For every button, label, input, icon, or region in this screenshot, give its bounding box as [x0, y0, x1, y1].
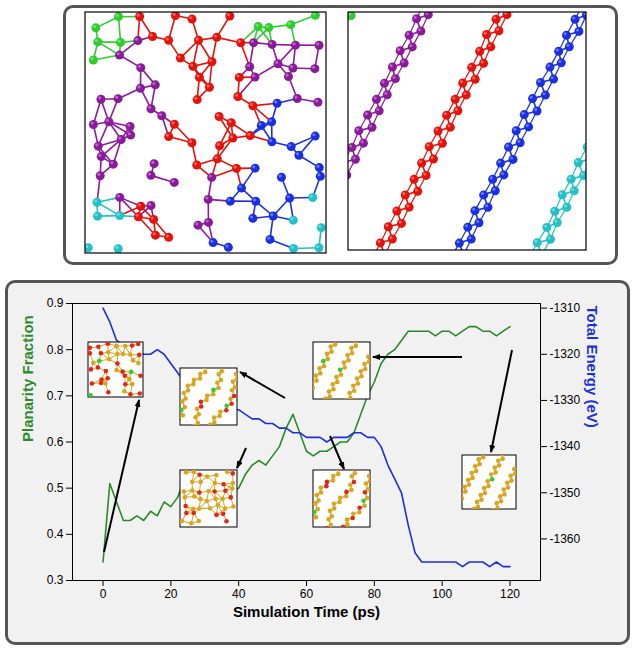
svg-text:80: 80 — [368, 587, 382, 601]
svg-text:-1360: -1360 — [550, 532, 581, 546]
svg-text:0.3: 0.3 — [47, 573, 64, 587]
svg-text:0.8: 0.8 — [47, 343, 64, 357]
svg-text:-1340: -1340 — [550, 439, 581, 453]
svg-text:0.9: 0.9 — [47, 296, 64, 310]
svg-text:-1350: -1350 — [550, 486, 581, 500]
svg-text:0: 0 — [100, 587, 107, 601]
svg-text:0.4: 0.4 — [47, 527, 64, 541]
svg-text:20: 20 — [164, 587, 178, 601]
svg-text:60: 60 — [300, 587, 314, 601]
svg-text:100: 100 — [432, 587, 452, 601]
svg-text:40: 40 — [232, 587, 246, 601]
svg-text:0.5: 0.5 — [47, 481, 64, 495]
svg-text:Simulation Time (ps): Simulation Time (ps) — [233, 603, 380, 620]
svg-text:0.7: 0.7 — [47, 389, 64, 403]
svg-text:120: 120 — [500, 587, 520, 601]
svg-text:-1310: -1310 — [550, 301, 581, 315]
svg-text:-1320: -1320 — [550, 347, 581, 361]
svg-text:-1330: -1330 — [550, 393, 581, 407]
svg-text:Total Energy (eV): Total Energy (eV) — [584, 306, 601, 428]
svg-text:0.6: 0.6 — [47, 435, 64, 449]
svg-text:Planarity Fraction: Planarity Fraction — [19, 315, 36, 442]
